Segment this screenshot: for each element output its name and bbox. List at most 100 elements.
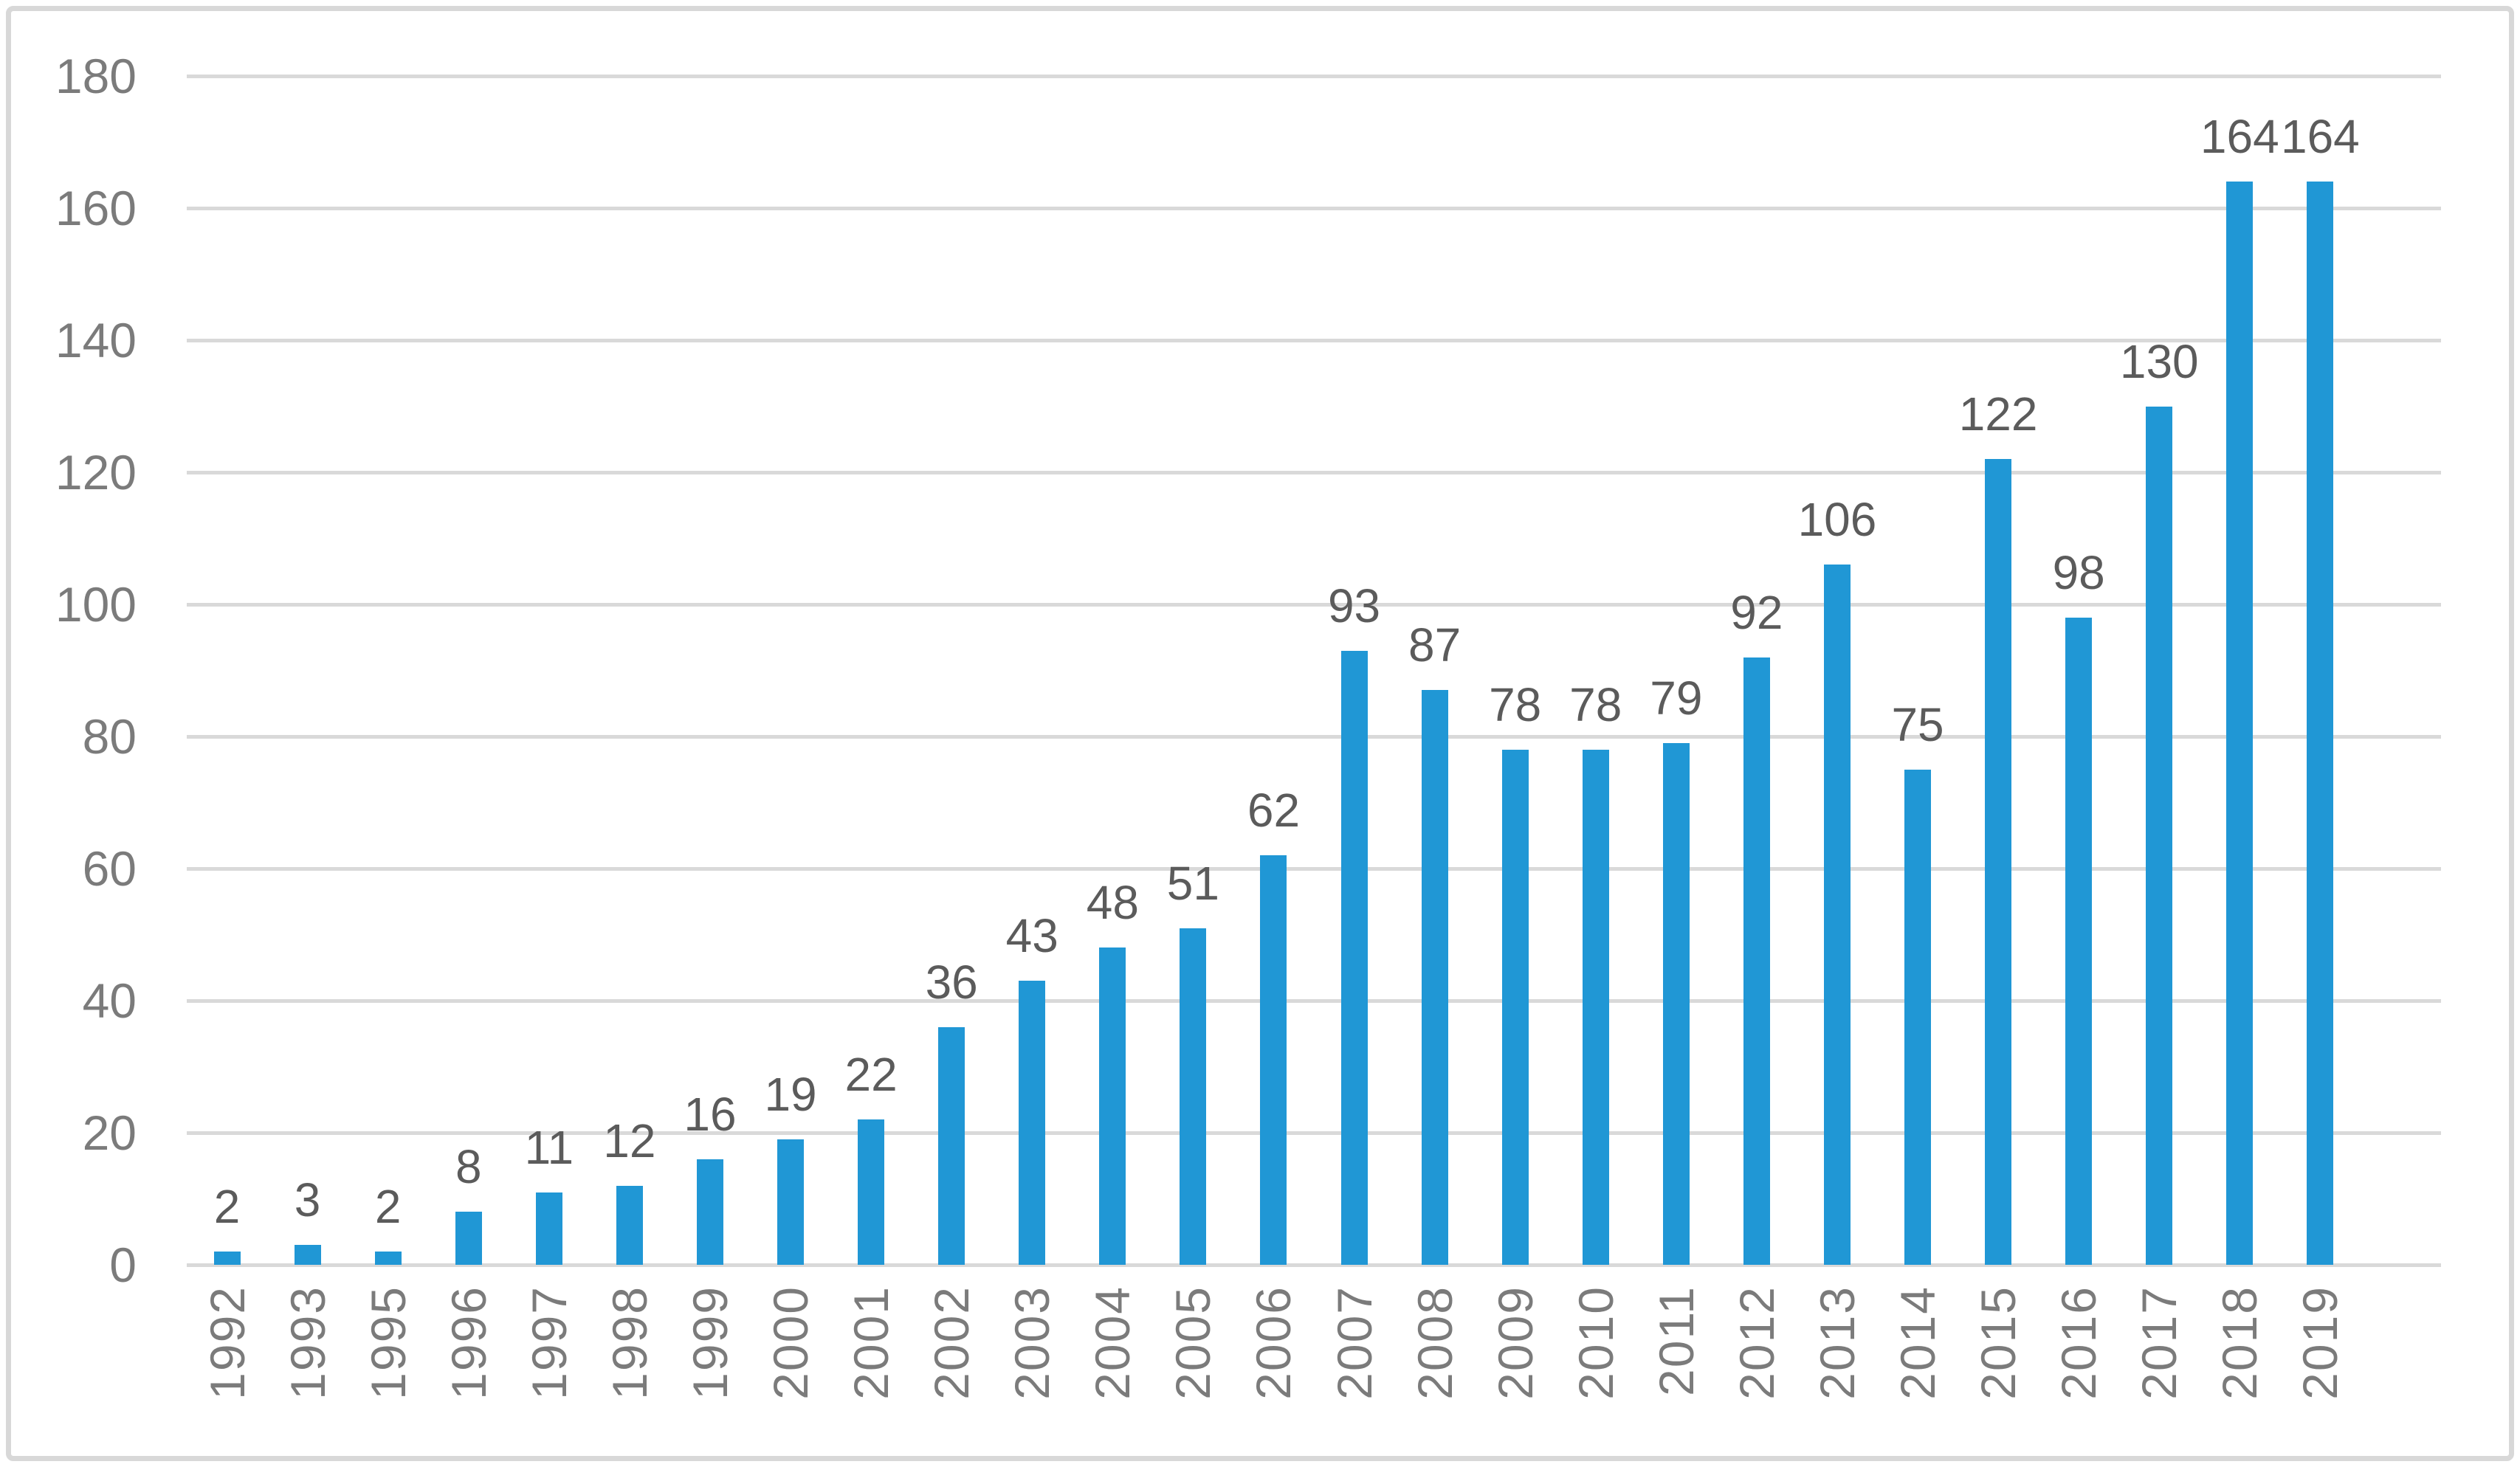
x-axis-label: 2003 — [1005, 1285, 1060, 1400]
x-axis-label-cell: 2014 — [1878, 1285, 1958, 1459]
x-axis-label-cell: 2009 — [1475, 1285, 1555, 1459]
bar-value-label: 92 — [1730, 585, 1783, 639]
x-axis-label-cell: 2019 — [2280, 1285, 2361, 1459]
bar-2008 — [1421, 690, 1448, 1265]
bar-value-label: 48 — [1086, 876, 1139, 930]
x-axis-label-cell: 1993 — [267, 1285, 348, 1459]
bar-1995 — [374, 1252, 402, 1265]
bar-slot: 93 — [1314, 76, 1394, 1265]
gridline — [187, 1131, 2441, 1135]
bar-value-label: 87 — [1408, 618, 1462, 672]
x-axis-label: 2011 — [1648, 1285, 1704, 1396]
x-axis-label-cell: 2003 — [992, 1285, 1073, 1459]
bar-value-label: 164 — [2200, 110, 2279, 164]
bar-1992 — [213, 1252, 241, 1265]
bar-slot: 19 — [751, 76, 831, 1265]
bar-slot: 164 — [2280, 76, 2361, 1265]
chart-frame — [6, 6, 2514, 1461]
x-axis-label: 2010 — [1568, 1285, 1623, 1400]
bar-value-label: 16 — [684, 1087, 737, 1141]
bar-1999 — [696, 1159, 723, 1265]
y-axis-tick-label: 80 — [82, 709, 137, 764]
x-axis-label: 2002 — [924, 1285, 980, 1400]
bar-slot: 36 — [912, 76, 992, 1265]
x-axis-label-cell: 2002 — [912, 1285, 992, 1459]
bar-slot: 122 — [1958, 76, 2039, 1265]
bar-value-label: 106 — [1797, 493, 1877, 547]
x-axis-label-cell: 2004 — [1073, 1285, 1153, 1459]
bar-2009 — [1501, 749, 1529, 1265]
gridline — [187, 602, 2441, 607]
bar-slot: 79 — [1636, 76, 1716, 1265]
bar-value-label: 3 — [294, 1173, 321, 1227]
gridline — [187, 998, 2441, 1003]
x-axis-label: 1995 — [360, 1285, 416, 1400]
x-axis-label: 2006 — [1246, 1285, 1301, 1400]
bar-2012 — [1743, 657, 1770, 1265]
bar-slot: 164 — [2200, 76, 2280, 1265]
bar-value-label: 22 — [844, 1048, 898, 1102]
x-axis-label: 2001 — [844, 1285, 899, 1400]
bar-2004 — [1099, 947, 1126, 1265]
bar-slot: 75 — [1878, 76, 1958, 1265]
bar-2001 — [858, 1119, 885, 1265]
x-axis-label: 1998 — [602, 1285, 657, 1400]
bar-2007 — [1340, 650, 1368, 1265]
x-axis-label: 1996 — [441, 1285, 496, 1400]
bar-2013 — [1823, 565, 1851, 1265]
bar-slot: 98 — [2039, 76, 2119, 1265]
x-axis-label-cell: 2011 — [1636, 1285, 1716, 1459]
bar-value-label: 78 — [1569, 677, 1622, 731]
bar-value-label: 98 — [2052, 545, 2105, 599]
bar-slot: 12 — [589, 76, 669, 1265]
x-axis-label: 1992 — [199, 1285, 255, 1400]
x-axis-label-cell: 1999 — [669, 1285, 750, 1459]
bar-2002 — [938, 1026, 965, 1265]
y-axis-tick-label: 60 — [82, 841, 137, 896]
bar-slot: 2 — [348, 76, 428, 1265]
bar-value-label: 130 — [2119, 334, 2199, 388]
bar-2015 — [1985, 459, 2012, 1265]
gridline — [187, 866, 2441, 871]
x-axis-label-cell: 2017 — [2119, 1285, 2200, 1459]
bar-2003 — [1019, 981, 1046, 1265]
bar-2005 — [1180, 928, 1207, 1265]
gridline — [187, 338, 2441, 342]
bar-2006 — [1260, 855, 1287, 1265]
bar-value-label: 11 — [524, 1120, 574, 1174]
x-axis-label: 2016 — [2051, 1285, 2107, 1400]
x-axis-label-cell: 2012 — [1716, 1285, 1797, 1459]
x-axis-label-cell: 2016 — [2039, 1285, 2119, 1459]
x-axis-label: 1993 — [280, 1285, 335, 1400]
plot-area: 2 3 2 8 11 12 16 19 22 36 43 48 51 62 93 87 78 78 79 92 106 7… — [187, 74, 2441, 1267]
bar-slot: 8 — [428, 76, 509, 1265]
bar-2017 — [2146, 406, 2173, 1265]
x-axis: 1992 1993 1995 1996 1997 1998 1999 2000 2001 2002… — [187, 1285, 2441, 1459]
bar-slot: 62 — [1233, 76, 1314, 1265]
bar-slot: 3 — [267, 76, 348, 1265]
bar-value-label: 36 — [925, 955, 978, 1009]
x-axis-label-cell: 1997 — [509, 1285, 589, 1459]
y-axis: 0 20 40 60 80 100 120 140 160 180 — [0, 52, 137, 1289]
x-axis-label: 2013 — [1809, 1285, 1865, 1400]
bar-value-label: 79 — [1650, 671, 1703, 725]
bar-2016 — [2065, 617, 2093, 1265]
x-axis-label-cell: 2005 — [1153, 1285, 1233, 1459]
x-axis-label: 2000 — [763, 1285, 819, 1400]
gridline — [187, 1263, 2441, 1267]
x-axis-label-cell: 2018 — [2200, 1285, 2280, 1459]
x-axis-label-cell: 2013 — [1797, 1285, 1877, 1459]
x-axis-label: 2014 — [1890, 1285, 1946, 1400]
bar-1993 — [294, 1245, 321, 1265]
bar-2011 — [1662, 742, 1690, 1265]
bar-value-label: 8 — [455, 1140, 482, 1194]
bar-value-label: 2 — [374, 1180, 402, 1234]
gridline — [187, 206, 2441, 210]
x-axis-label: 2018 — [2212, 1285, 2268, 1400]
x-axis-label: 2019 — [2293, 1285, 2348, 1400]
bar-slot: 43 — [992, 76, 1073, 1265]
y-axis-tick-label: 160 — [55, 181, 137, 235]
x-axis-label: 2004 — [1085, 1285, 1140, 1400]
bar-2018 — [2226, 182, 2254, 1265]
gridline — [187, 470, 2441, 474]
